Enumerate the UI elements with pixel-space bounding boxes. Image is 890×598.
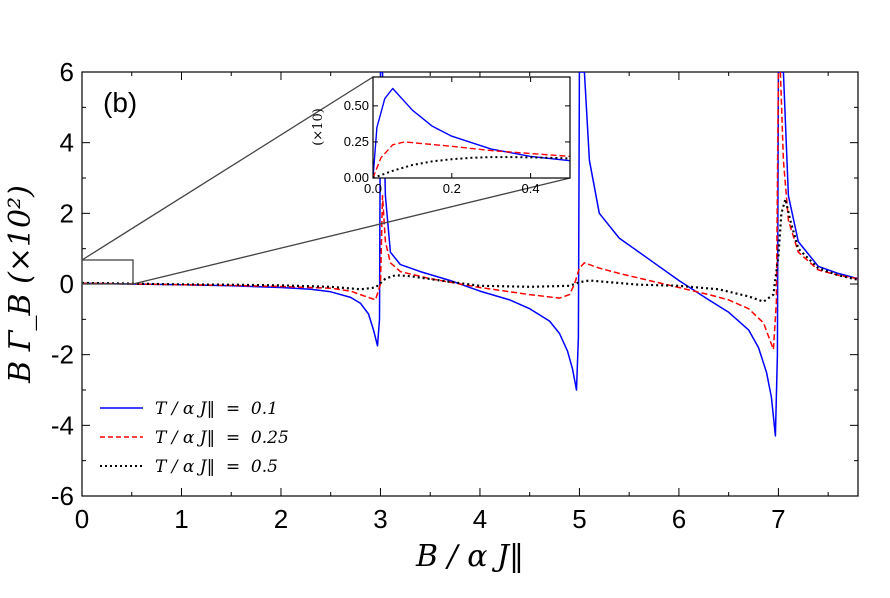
inset-x-tick-label: 0.0 (364, 181, 382, 196)
x-tick-label: 1 (174, 504, 188, 534)
legend-label-0.5: T / α J‖ = 0.5 (155, 457, 278, 477)
main-series (82, 72, 858, 437)
x-tick-label: 4 (473, 504, 487, 534)
y-axis-label: B Γ_B (×10²) (3, 185, 38, 384)
zoom-connector-bottom (132, 177, 571, 285)
y-tick-label: 2 (60, 198, 74, 228)
legend: T / α J‖ = 0.1 T / α J‖ = 0.25 T / α J‖ … (100, 399, 289, 477)
inset-x-tick-label: 0.4 (522, 181, 540, 196)
x-tick-label: 3 (373, 504, 387, 534)
inset-series-line (373, 87, 570, 178)
inset-background (373, 77, 570, 178)
inset-frame (372, 76, 571, 179)
inset-x-tick-label: 0.2 (443, 181, 461, 196)
inset-y-tick-label: 0.00 (344, 170, 369, 185)
inset-series-line (373, 141, 570, 178)
inset-ticks: 0.0 0.2 0.4 0.00 0.25 0.50 (344, 77, 570, 196)
x-axis-label: B / α J‖ (415, 539, 524, 574)
x-tick-label: 5 (572, 504, 586, 534)
x-tick-label: 6 (672, 504, 686, 534)
x-tick-label: 0 (75, 504, 89, 534)
series-line (82, 198, 858, 303)
panel-label: (b) (103, 87, 137, 118)
inset-series (373, 87, 570, 178)
y-tick-label: -6 (51, 481, 74, 511)
y-tick-label: 6 (60, 57, 74, 87)
series-line (82, 72, 858, 351)
x-tick-label: 2 (274, 504, 288, 534)
legend-label-0.1: T / α J‖ = 0.1 (155, 399, 278, 419)
inset-y-axis-label: (×10) (311, 108, 326, 146)
x-tick-label: 7 (771, 504, 785, 534)
y-tick-label: 4 (60, 128, 74, 158)
y-tick-label: -2 (51, 340, 74, 370)
main-ticks: 0 1 2 3 4 5 6 7 -6 -4 -2 0 2 4 6 (51, 57, 858, 534)
legend-label-0.25: T / α J‖ = 0.25 (155, 428, 289, 448)
y-tick-label: -4 (51, 410, 74, 440)
inset-series-line (373, 156, 570, 178)
series-line (82, 72, 858, 437)
zoom-connector-top (81, 76, 374, 261)
y-tick-label: 0 (60, 269, 74, 299)
inset-y-tick-label: 0.25 (344, 134, 369, 149)
inset-y-tick-label: 0.50 (344, 98, 369, 113)
zoom-region-box (81, 259, 134, 285)
